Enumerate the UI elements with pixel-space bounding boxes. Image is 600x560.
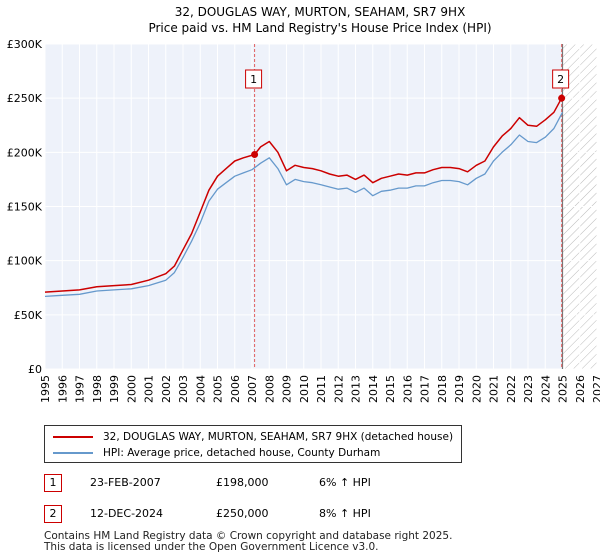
sale-hpi-change: 6% ↑ HPI xyxy=(319,476,371,489)
x-tick-label: 1996 xyxy=(56,375,69,403)
y-tick-label: £200K xyxy=(7,146,43,159)
x-tick-label: 2024 xyxy=(539,375,552,403)
x-tick-label: 2016 xyxy=(401,375,414,403)
x-tick-label: 1995 xyxy=(39,375,52,403)
x-tick-label: 2009 xyxy=(281,375,294,403)
sale-point xyxy=(558,94,566,102)
x-tick-label: 1997 xyxy=(74,375,87,403)
x-tick-label: 2012 xyxy=(332,375,345,403)
y-tick-label: £0 xyxy=(28,363,42,376)
x-tick-label: 2017 xyxy=(419,375,432,403)
series-line-property xyxy=(44,97,563,293)
table-row: 2 12-DEC-2024 £250,000 8% ↑ HPI xyxy=(44,505,464,525)
x-tick-label: 2019 xyxy=(453,375,466,403)
price-chart: 32, DOUGLAS WAY, MURTON, SEAHAM, SR7 9HX… xyxy=(7,5,600,403)
sale-marker-label: 1 xyxy=(250,73,257,86)
sale-marker-box xyxy=(552,69,570,89)
chart-subtitle: Price paid vs. HM Land Registry's House … xyxy=(148,21,491,35)
y-tick-label: £150K xyxy=(7,201,43,214)
legend-label-property: 32, DOUGLAS WAY, MURTON, SEAHAM, SR7 9HX… xyxy=(103,431,454,443)
x-tick-label: 2026 xyxy=(574,375,587,403)
y-tick-label: £300K xyxy=(7,38,43,51)
x-tick-label: 2022 xyxy=(505,375,518,403)
x-tick-label: 1998 xyxy=(91,375,104,403)
legend-swatch-property xyxy=(53,436,93,438)
x-tick-label: 2023 xyxy=(522,375,535,403)
sale-price: £250,000 xyxy=(216,507,269,520)
x-tick-label: 2004 xyxy=(194,375,207,403)
x-tick-label: 2005 xyxy=(212,375,225,403)
x-tick-label: 2021 xyxy=(488,375,501,403)
legend-item-hpi: HPI: Average price, detached house, Coun… xyxy=(53,445,380,461)
legend-item-property: 32, DOUGLAS WAY, MURTON, SEAHAM, SR7 9HX… xyxy=(53,429,453,445)
footer-copyright: Contains HM Land Registry data © Crown c… xyxy=(44,530,453,542)
sale-hpi-change: 8% ↑ HPI xyxy=(319,507,371,520)
x-tick-label: 1999 xyxy=(108,375,121,403)
y-tick-label: £250K xyxy=(7,92,43,105)
x-tick-label: 2025 xyxy=(557,375,570,403)
x-tick-label: 2014 xyxy=(367,375,380,403)
legend: 32, DOUGLAS WAY, MURTON, SEAHAM, SR7 9HX… xyxy=(44,425,462,463)
x-tick-label: 2018 xyxy=(436,375,449,403)
sale-date: 23-FEB-2007 xyxy=(90,476,161,489)
footer: Contains HM Land Registry data © Crown c… xyxy=(44,531,452,553)
sale-date: 12-DEC-2024 xyxy=(90,507,164,520)
x-tick-label: 2000 xyxy=(125,375,138,403)
x-tick-label: 2008 xyxy=(263,375,276,403)
x-tick-label: 2015 xyxy=(384,375,397,403)
footer-licence: This data is licensed under the Open Gov… xyxy=(44,541,379,553)
series-line-hpi xyxy=(44,111,564,298)
legend-swatch-hpi xyxy=(53,452,93,454)
x-tick-label: 2013 xyxy=(350,375,363,403)
x-tick-label: 2002 xyxy=(160,375,173,403)
x-tick-label: 2011 xyxy=(315,375,328,403)
x-tick-label: 2003 xyxy=(177,375,190,403)
sale-marker-badge: 2 xyxy=(44,505,62,523)
x-tick-label: 2010 xyxy=(298,375,311,403)
sale-marker-label: 2 xyxy=(557,73,564,86)
legend-label-hpi: HPI: Average price, detached house, Coun… xyxy=(103,447,381,459)
sale-marker-box xyxy=(245,69,263,89)
y-tick-label: £100K xyxy=(7,255,43,268)
x-tick-label: 2020 xyxy=(470,375,483,403)
x-tick-label: 2007 xyxy=(246,375,259,403)
chart-title: 32, DOUGLAS WAY, MURTON, SEAHAM, SR7 9HX xyxy=(175,5,466,19)
x-tick-label: 2027 xyxy=(591,375,600,403)
sale-point xyxy=(251,151,259,158)
x-tick-label: 2001 xyxy=(143,375,156,403)
sale-marker-badge: 1 xyxy=(44,474,62,492)
x-tick-label: 2006 xyxy=(229,375,242,403)
y-tick-label: £50K xyxy=(14,309,43,322)
sale-price: £198,000 xyxy=(216,476,269,489)
table-row: 1 23-FEB-2007 £198,000 6% ↑ HPI xyxy=(44,474,464,494)
